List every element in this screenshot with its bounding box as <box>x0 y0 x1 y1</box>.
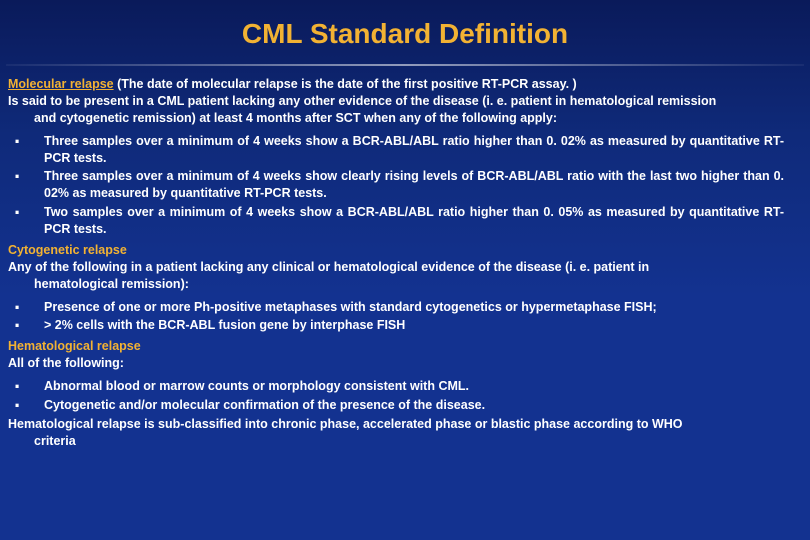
cytogenetic-bullets: Presence of one or more Ph-positive meta… <box>8 299 802 335</box>
list-item: Presence of one or more Ph-positive meta… <box>8 299 784 316</box>
molecular-intro: Molecular relapse (The date of molecular… <box>8 76 802 127</box>
cytogenetic-intro-line2: hematological remission): <box>8 277 189 291</box>
cytogenetic-heading: Cytogenetic relapse <box>8 242 802 259</box>
list-item: Three samples over a minimum of 4 weeks … <box>8 168 784 202</box>
hematological-footnote: Hematological relapse is sub-classified … <box>8 416 802 450</box>
hematological-intro: All of the following: <box>8 355 802 372</box>
cytogenetic-intro: Any of the following in a patient lackin… <box>8 259 802 293</box>
molecular-paren: (The date of molecular relapse is the da… <box>117 77 577 91</box>
hematological-heading: Hematological relapse <box>8 338 802 355</box>
footnote-line2: criteria <box>8 434 76 448</box>
title-divider <box>6 64 804 66</box>
hematological-bullets: Abnormal blood or marrow counts or morph… <box>8 378 802 414</box>
list-item: > 2% cells with the BCR-ABL fusion gene … <box>8 317 784 334</box>
footnote-line1: Hematological relapse is sub-classified … <box>8 417 683 431</box>
content-body: Molecular relapse (The date of molecular… <box>0 76 810 450</box>
molecular-heading: Molecular relapse <box>8 77 114 91</box>
molecular-intro-line1: Is said to be present in a CML patient l… <box>8 94 716 108</box>
page-title: CML Standard Definition <box>0 0 810 60</box>
list-item: Abnormal blood or marrow counts or morph… <box>8 378 784 395</box>
list-item: Two samples over a minimum of 4 weeks sh… <box>8 204 784 238</box>
cytogenetic-intro-line1: Any of the following in a patient lackin… <box>8 260 649 274</box>
molecular-intro-line2: and cytogenetic remission) at least 4 mo… <box>8 111 557 125</box>
molecular-bullets: Three samples over a minimum of 4 weeks … <box>8 133 802 238</box>
list-item: Cytogenetic and/or molecular confirmatio… <box>8 397 784 414</box>
list-item: Three samples over a minimum of 4 weeks … <box>8 133 784 167</box>
